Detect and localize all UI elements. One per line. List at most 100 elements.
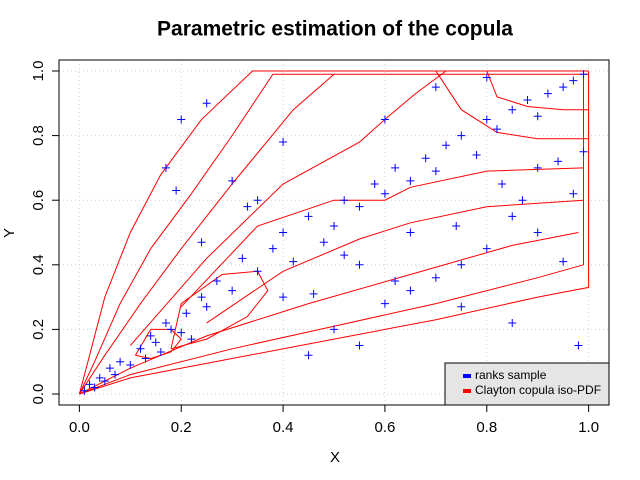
point (523, 96, 532, 105)
point (340, 251, 349, 260)
y-axis-label: Y (1, 228, 18, 238)
iso-pdf-line (206, 199, 584, 324)
point (482, 244, 491, 253)
iso-pdf-line (170, 270, 269, 350)
x-tick-label: 0.0 (69, 419, 90, 436)
point (533, 163, 542, 172)
point (116, 357, 125, 366)
point (202, 99, 211, 108)
point (304, 351, 313, 360)
point (508, 318, 517, 327)
point (85, 380, 94, 389)
point (111, 370, 120, 379)
point (167, 325, 176, 334)
point (431, 273, 440, 282)
iso-pdf-line (486, 70, 589, 111)
point (212, 276, 221, 285)
point (319, 238, 328, 247)
point (156, 348, 165, 357)
point (253, 196, 262, 205)
point (355, 202, 364, 211)
y-tick-label: 0.8 (30, 125, 47, 146)
point (197, 238, 206, 247)
point (243, 202, 252, 211)
point (161, 318, 170, 327)
iso-pdf-line (129, 70, 447, 346)
plot-frame (58, 59, 610, 406)
point (177, 115, 186, 124)
y-tick-label: 0.4 (30, 254, 47, 275)
point (431, 167, 440, 176)
point (421, 154, 430, 163)
y-tick-label: 0.6 (30, 190, 47, 211)
x-tick-label: 0.4 (273, 419, 294, 436)
point (100, 377, 109, 386)
point (309, 289, 318, 298)
chart-title: Parametric estimation of the copula (157, 18, 513, 41)
point (146, 331, 155, 340)
point (177, 328, 186, 337)
point (431, 83, 440, 92)
point (202, 302, 211, 311)
point (141, 354, 150, 363)
point (498, 180, 507, 189)
point (187, 335, 196, 344)
point (370, 180, 379, 189)
iso-pdf-line (134, 328, 182, 360)
point (569, 189, 578, 198)
point (579, 147, 588, 156)
point (279, 228, 288, 237)
point (482, 73, 491, 82)
point (482, 115, 491, 124)
point (406, 228, 415, 237)
point (238, 254, 247, 263)
point (559, 83, 568, 92)
legend-label: ranks sample (475, 368, 547, 382)
x-axis-label: X (330, 449, 340, 466)
iso-pdf-line (79, 71, 584, 395)
iso-pdf-line (180, 167, 584, 308)
x-tick-label: 0.2 (171, 419, 192, 436)
point (452, 222, 461, 231)
y-tick-label: 0.0 (30, 384, 47, 405)
point (279, 293, 288, 302)
point (380, 189, 389, 198)
point (533, 112, 542, 121)
point (391, 163, 400, 172)
legend-box (444, 362, 610, 406)
y-tick-label: 0.2 (30, 319, 47, 340)
point (554, 157, 563, 166)
point (126, 360, 135, 369)
point (543, 89, 552, 98)
iso-pdf-line (79, 71, 590, 395)
point (90, 383, 99, 392)
point (406, 286, 415, 295)
point (508, 105, 517, 114)
point (330, 325, 338, 334)
point (151, 338, 160, 347)
legend-label: Clayton copula iso-PDF (475, 383, 601, 397)
point (161, 163, 170, 172)
point (355, 341, 364, 350)
point (472, 150, 481, 159)
point (105, 364, 114, 373)
point (228, 286, 237, 295)
point (304, 212, 313, 221)
point (574, 341, 583, 350)
point (533, 228, 542, 237)
point (457, 260, 466, 269)
point (268, 244, 277, 253)
point (380, 115, 389, 124)
point (442, 141, 451, 150)
point (579, 70, 588, 79)
x-tick-label: 0.6 (374, 419, 395, 436)
point (197, 293, 206, 302)
iso-pdf-line (78, 73, 335, 395)
point (279, 138, 288, 147)
point (330, 222, 338, 231)
point (457, 131, 466, 140)
legend-swatch (463, 389, 471, 393)
point (406, 176, 415, 185)
